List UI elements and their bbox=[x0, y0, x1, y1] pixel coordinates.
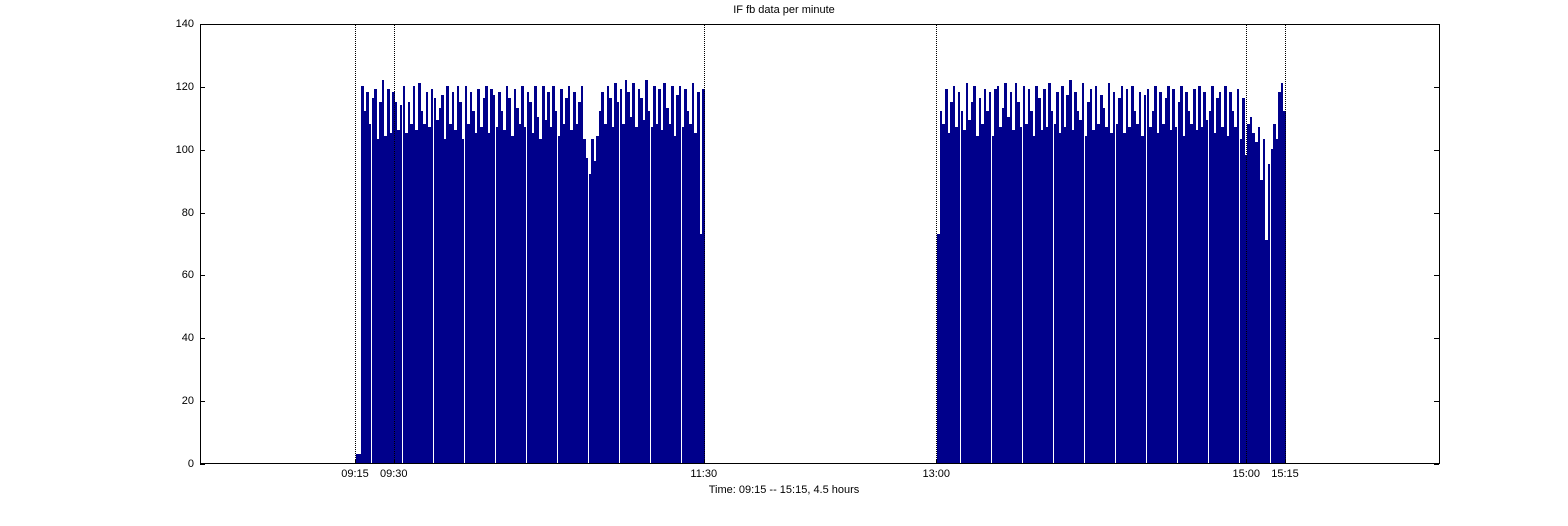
x-gridline bbox=[936, 24, 937, 464]
x-gridline bbox=[1285, 24, 1286, 464]
x-gridline bbox=[355, 24, 356, 464]
y-tick bbox=[1434, 401, 1439, 402]
y-tick bbox=[200, 213, 205, 214]
chart-title: IF fb data per minute bbox=[0, 4, 1568, 16]
y-tick bbox=[1434, 338, 1439, 339]
x-tick bbox=[704, 459, 705, 464]
y-tick bbox=[200, 150, 205, 151]
y-tick-label: 140 bbox=[154, 18, 194, 30]
x-gridline bbox=[704, 24, 705, 464]
y-tick bbox=[200, 87, 205, 88]
x-tick bbox=[1246, 459, 1247, 464]
x-gridline bbox=[1246, 24, 1247, 464]
x-tick-label: 09:30 bbox=[380, 468, 408, 480]
x-tick-label: 15:15 bbox=[1271, 468, 1299, 480]
y-tick-label: 100 bbox=[154, 144, 194, 156]
y-tick bbox=[200, 338, 205, 339]
x-tick bbox=[936, 459, 937, 464]
x-tick bbox=[394, 459, 395, 464]
y-tick bbox=[1434, 150, 1439, 151]
y-tick bbox=[1434, 275, 1439, 276]
y-tick-label: 80 bbox=[154, 207, 194, 219]
plot-area bbox=[200, 24, 1440, 464]
y-tick bbox=[200, 464, 205, 465]
x-tick bbox=[355, 459, 356, 464]
x-tick-label: 11:30 bbox=[690, 468, 717, 480]
x-tick-label: 09:15 bbox=[341, 468, 369, 480]
y-tick-label: 20 bbox=[154, 395, 194, 407]
x-tick-label: 13:00 bbox=[922, 468, 950, 480]
y-tick-label: 40 bbox=[154, 332, 194, 344]
y-tick bbox=[1434, 213, 1439, 214]
x-gridline bbox=[394, 24, 395, 464]
y-tick-label: 120 bbox=[154, 81, 194, 93]
y-tick bbox=[200, 275, 205, 276]
bar-series bbox=[201, 25, 1439, 463]
x-axis-title: Time: 09:15 -- 15:15, 4.5 hours bbox=[0, 484, 1568, 496]
y-tick bbox=[200, 401, 205, 402]
y-tick-label: 0 bbox=[154, 458, 194, 470]
chart-container: IF fb data per minute 0 20 40 60 80 100 120 140… bbox=[0, 0, 1568, 526]
y-tick bbox=[1434, 87, 1439, 88]
x-tick-label: 15:00 bbox=[1232, 468, 1260, 480]
y-tick bbox=[1434, 24, 1439, 25]
x-tick bbox=[1285, 459, 1286, 464]
y-tick-label: 60 bbox=[154, 269, 194, 281]
y-tick bbox=[1434, 464, 1439, 465]
y-tick bbox=[200, 24, 205, 25]
